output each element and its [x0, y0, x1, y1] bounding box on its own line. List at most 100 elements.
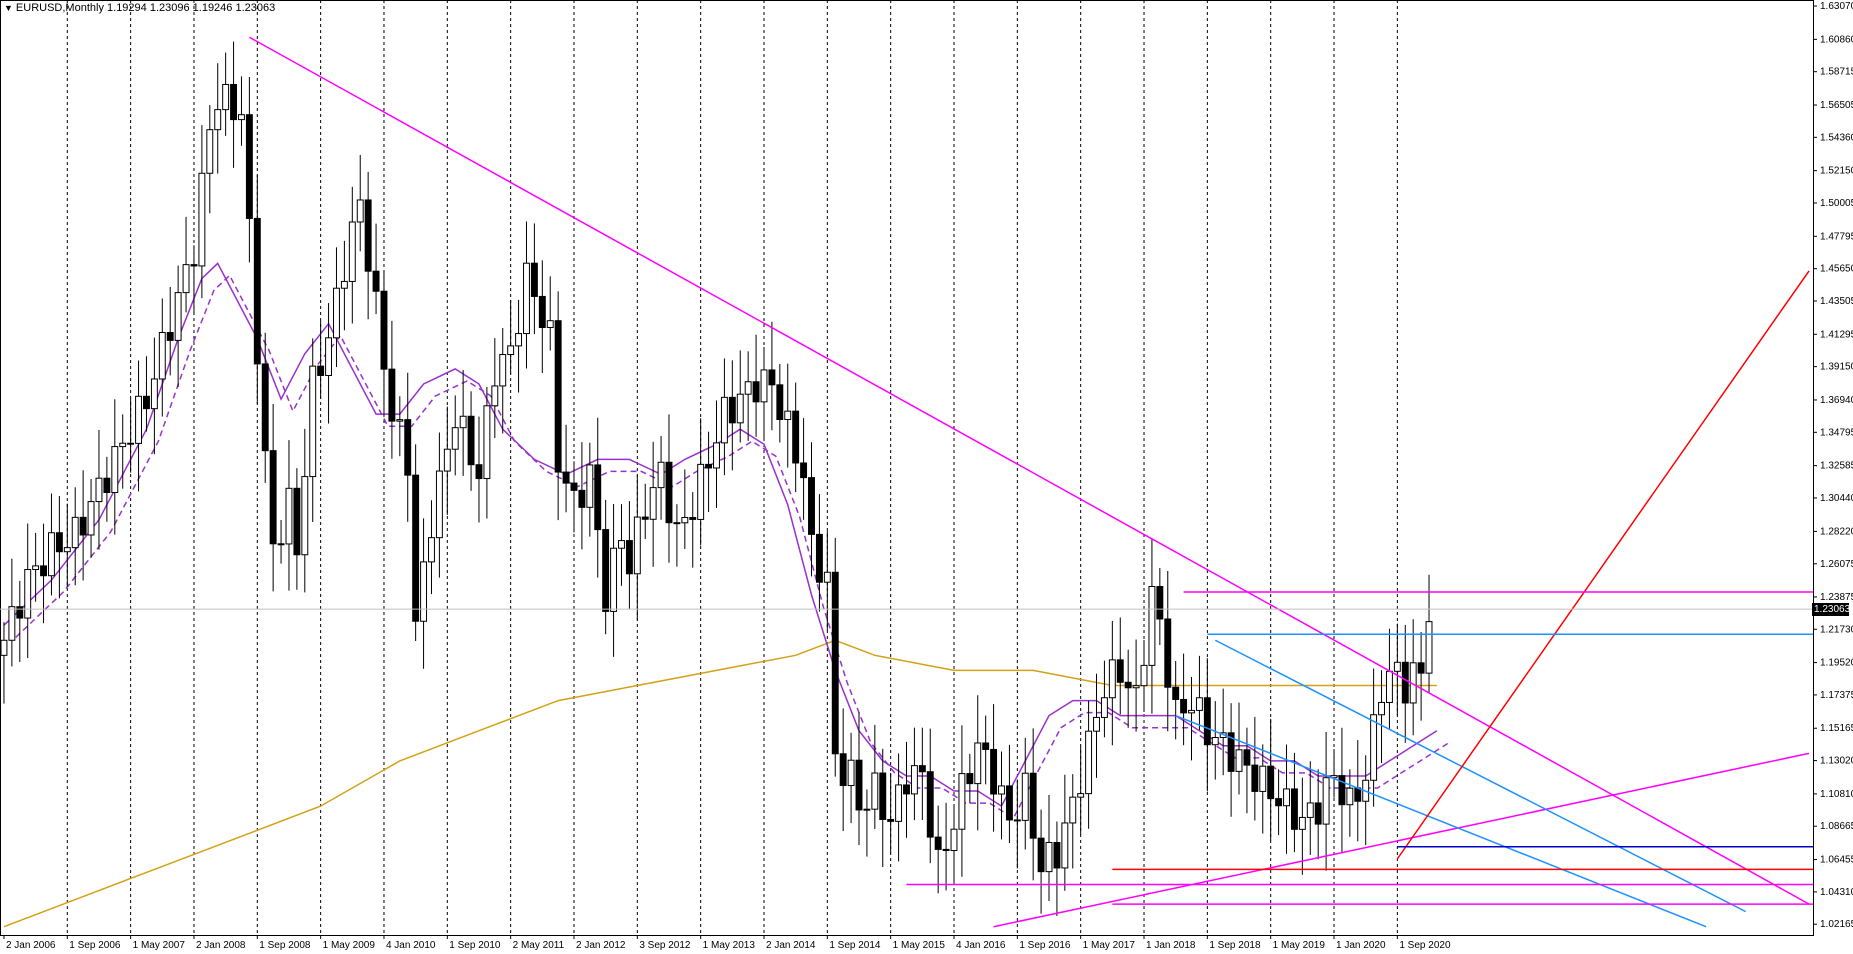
candle-body: [87, 501, 95, 536]
candle-body: [998, 785, 1005, 795]
candle-body: [610, 547, 618, 612]
trendline-red: [1396, 270, 1810, 860]
candle-body: [641, 516, 649, 520]
candle-body: [1195, 697, 1203, 711]
candle-body: [285, 487, 293, 545]
candle-body: [467, 415, 475, 466]
candle-body: [1401, 661, 1409, 704]
candle-body: [950, 828, 958, 852]
x-tick-label: 1 Sep 2006: [69, 940, 121, 951]
candle-body: [554, 320, 562, 473]
candle-body: [253, 217, 261, 365]
x-tick-label: 1 Jan 2018: [1146, 940, 1196, 951]
candle-body: [1275, 798, 1283, 807]
x-tick-label: 4 Jan 2010: [386, 940, 436, 951]
candle-body: [602, 529, 610, 612]
y-tick-label: 1.30440: [1820, 493, 1853, 504]
y-tick-label: 1.34795: [1820, 427, 1853, 438]
y-tick-label: 1.13020: [1820, 756, 1853, 767]
candle-body: [546, 320, 554, 329]
candle-body: [63, 547, 71, 553]
candle-body: [1385, 670, 1393, 703]
current-price-badge: 1.23063: [1812, 603, 1851, 617]
candle-body: [364, 199, 372, 272]
candle-body: [143, 395, 150, 410]
candle-body: [475, 464, 483, 480]
candle-body: [697, 463, 705, 520]
candle-body: [523, 262, 530, 335]
candle-body: [206, 129, 214, 174]
candle-body: [1314, 802, 1322, 825]
candle-body: [491, 385, 499, 407]
plot-frame: [0, 0, 1814, 936]
y-tick-label: 1.41295: [1820, 329, 1853, 340]
x-tick-label: 1 Jan 2020: [1336, 940, 1386, 951]
candle-body: [79, 516, 87, 536]
y-axis: 1.63070 1.60860 1.58715 1.56505 1.54360 1.521…: [1813, 1, 1853, 930]
symbol-title: EURUSD,Monthly: [15, 2, 104, 14]
candle-body: [1005, 785, 1013, 821]
candle-body: [958, 773, 966, 830]
candle-body: [815, 533, 823, 583]
candle-body: [831, 571, 839, 755]
candle-body: [1243, 749, 1251, 766]
candle-body: [570, 482, 578, 491]
candles: [0, 41, 1433, 917]
candle-body: [1053, 841, 1061, 869]
y-tick-label: 1.36940: [1820, 395, 1853, 406]
candle-body: [238, 114, 245, 121]
candle-body: [1077, 793, 1085, 798]
candle-body: [277, 543, 285, 546]
candle-body: [578, 489, 586, 508]
candle-body: [1180, 698, 1188, 714]
candle-body: [1013, 819, 1021, 822]
y-tick-label: 1.23875: [1820, 592, 1853, 603]
candle-body: [966, 773, 974, 785]
candle-body: [127, 442, 135, 445]
candle-body: [538, 295, 546, 329]
candle-body: [1037, 837, 1045, 873]
y-tick-label: 1.06455: [1820, 855, 1853, 866]
ma-fast-line: [3, 262, 1450, 820]
candle-body: [1203, 697, 1211, 746]
candle-body: [982, 742, 990, 750]
x-tick-label: 1 May 2007: [133, 940, 186, 951]
candle-body: [166, 331, 174, 341]
candle-body: [1211, 737, 1219, 746]
candle-body: [1148, 586, 1156, 666]
x-tick-label: 1 Sep 2016: [1019, 940, 1071, 951]
ma-slow-path: [3, 639, 1437, 928]
candle-body: [24, 569, 32, 619]
candle-body: [974, 742, 982, 785]
candle-body: [855, 759, 863, 811]
candle-body: [1251, 764, 1259, 792]
x-tick-label: 2 Jan 2006: [6, 940, 56, 951]
trendline-magenta: [249, 36, 1810, 905]
candle-body: [340, 280, 348, 289]
candle-body: [55, 532, 63, 553]
trendline-magenta: [993, 752, 1810, 928]
candle-body: [356, 199, 364, 223]
candle-body: [871, 772, 879, 810]
candle-body: [214, 109, 222, 131]
candle-body: [48, 532, 55, 577]
candle-body: [760, 369, 768, 403]
candle-body: [562, 471, 570, 484]
candle-body: [1235, 749, 1243, 772]
collapse-triangle-icon[interactable]: ▼: [4, 3, 13, 13]
candle-body: [752, 381, 760, 403]
candle-body: [230, 83, 238, 121]
candle-body: [1306, 802, 1314, 818]
candle-body: [839, 753, 847, 787]
candle-body: [222, 83, 230, 111]
candle-body: [135, 395, 143, 444]
candle-body: [269, 450, 277, 545]
candle-body: [1164, 618, 1172, 688]
candle-body: [720, 396, 728, 444]
candle-body: [333, 287, 340, 339]
candle-body: [1283, 788, 1290, 807]
x-tick-label: 2 Jan 2014: [766, 940, 816, 951]
candle-body: [879, 772, 887, 820]
